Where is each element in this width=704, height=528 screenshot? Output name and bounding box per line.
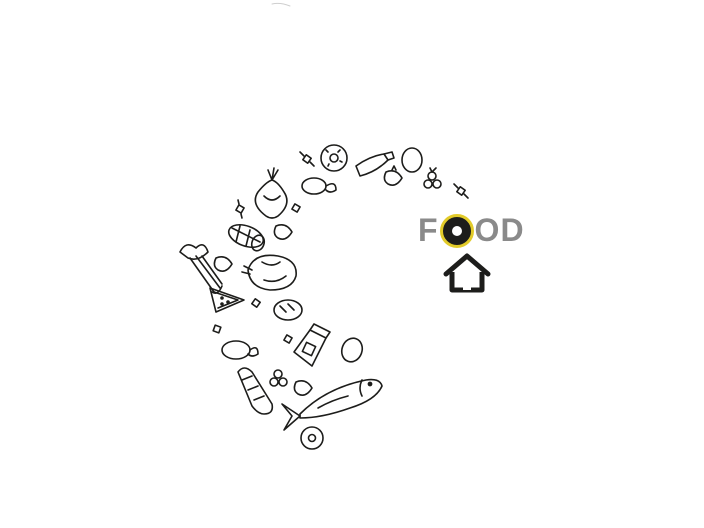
lemon-icon [221,340,259,360]
logo-letter-f: F [418,212,439,248]
food-logo: F OD [418,208,542,298]
house-icon [443,253,491,293]
salami-icon [227,223,266,252]
watermelon-slice-icon [209,287,245,313]
bottle-icon [355,151,395,177]
donut-icon [320,144,348,172]
bread-icon [273,299,303,321]
candy-icon [299,151,315,167]
candy-icon [212,324,222,334]
candy-icon [235,199,245,219]
lemon-icon [301,177,337,195]
logo-accent-o [439,214,474,248]
candy-icon [291,203,301,213]
fish-icon [281,378,383,431]
logo-letter-d: D [500,212,525,248]
strawberry-icon [383,165,403,186]
egg-icon [340,337,364,363]
milk-carton-icon [293,323,331,367]
onion-icon [254,167,288,219]
candy-icon [453,183,469,199]
egg-icon [401,147,423,173]
strawberry-icon [213,256,233,272]
strawberry-icon [293,380,313,396]
roast-chicken-icon [241,254,297,291]
blueberries-icon [423,167,442,189]
logo-letter-o: O [474,212,501,248]
candy-icon [283,334,293,344]
sausage-icon [237,367,274,415]
strawberry-icon [273,224,293,240]
logo-wordmark: F OD [418,208,525,252]
candy-icon [251,298,261,308]
blueberries-icon [269,369,288,387]
donut-icon [300,426,324,450]
